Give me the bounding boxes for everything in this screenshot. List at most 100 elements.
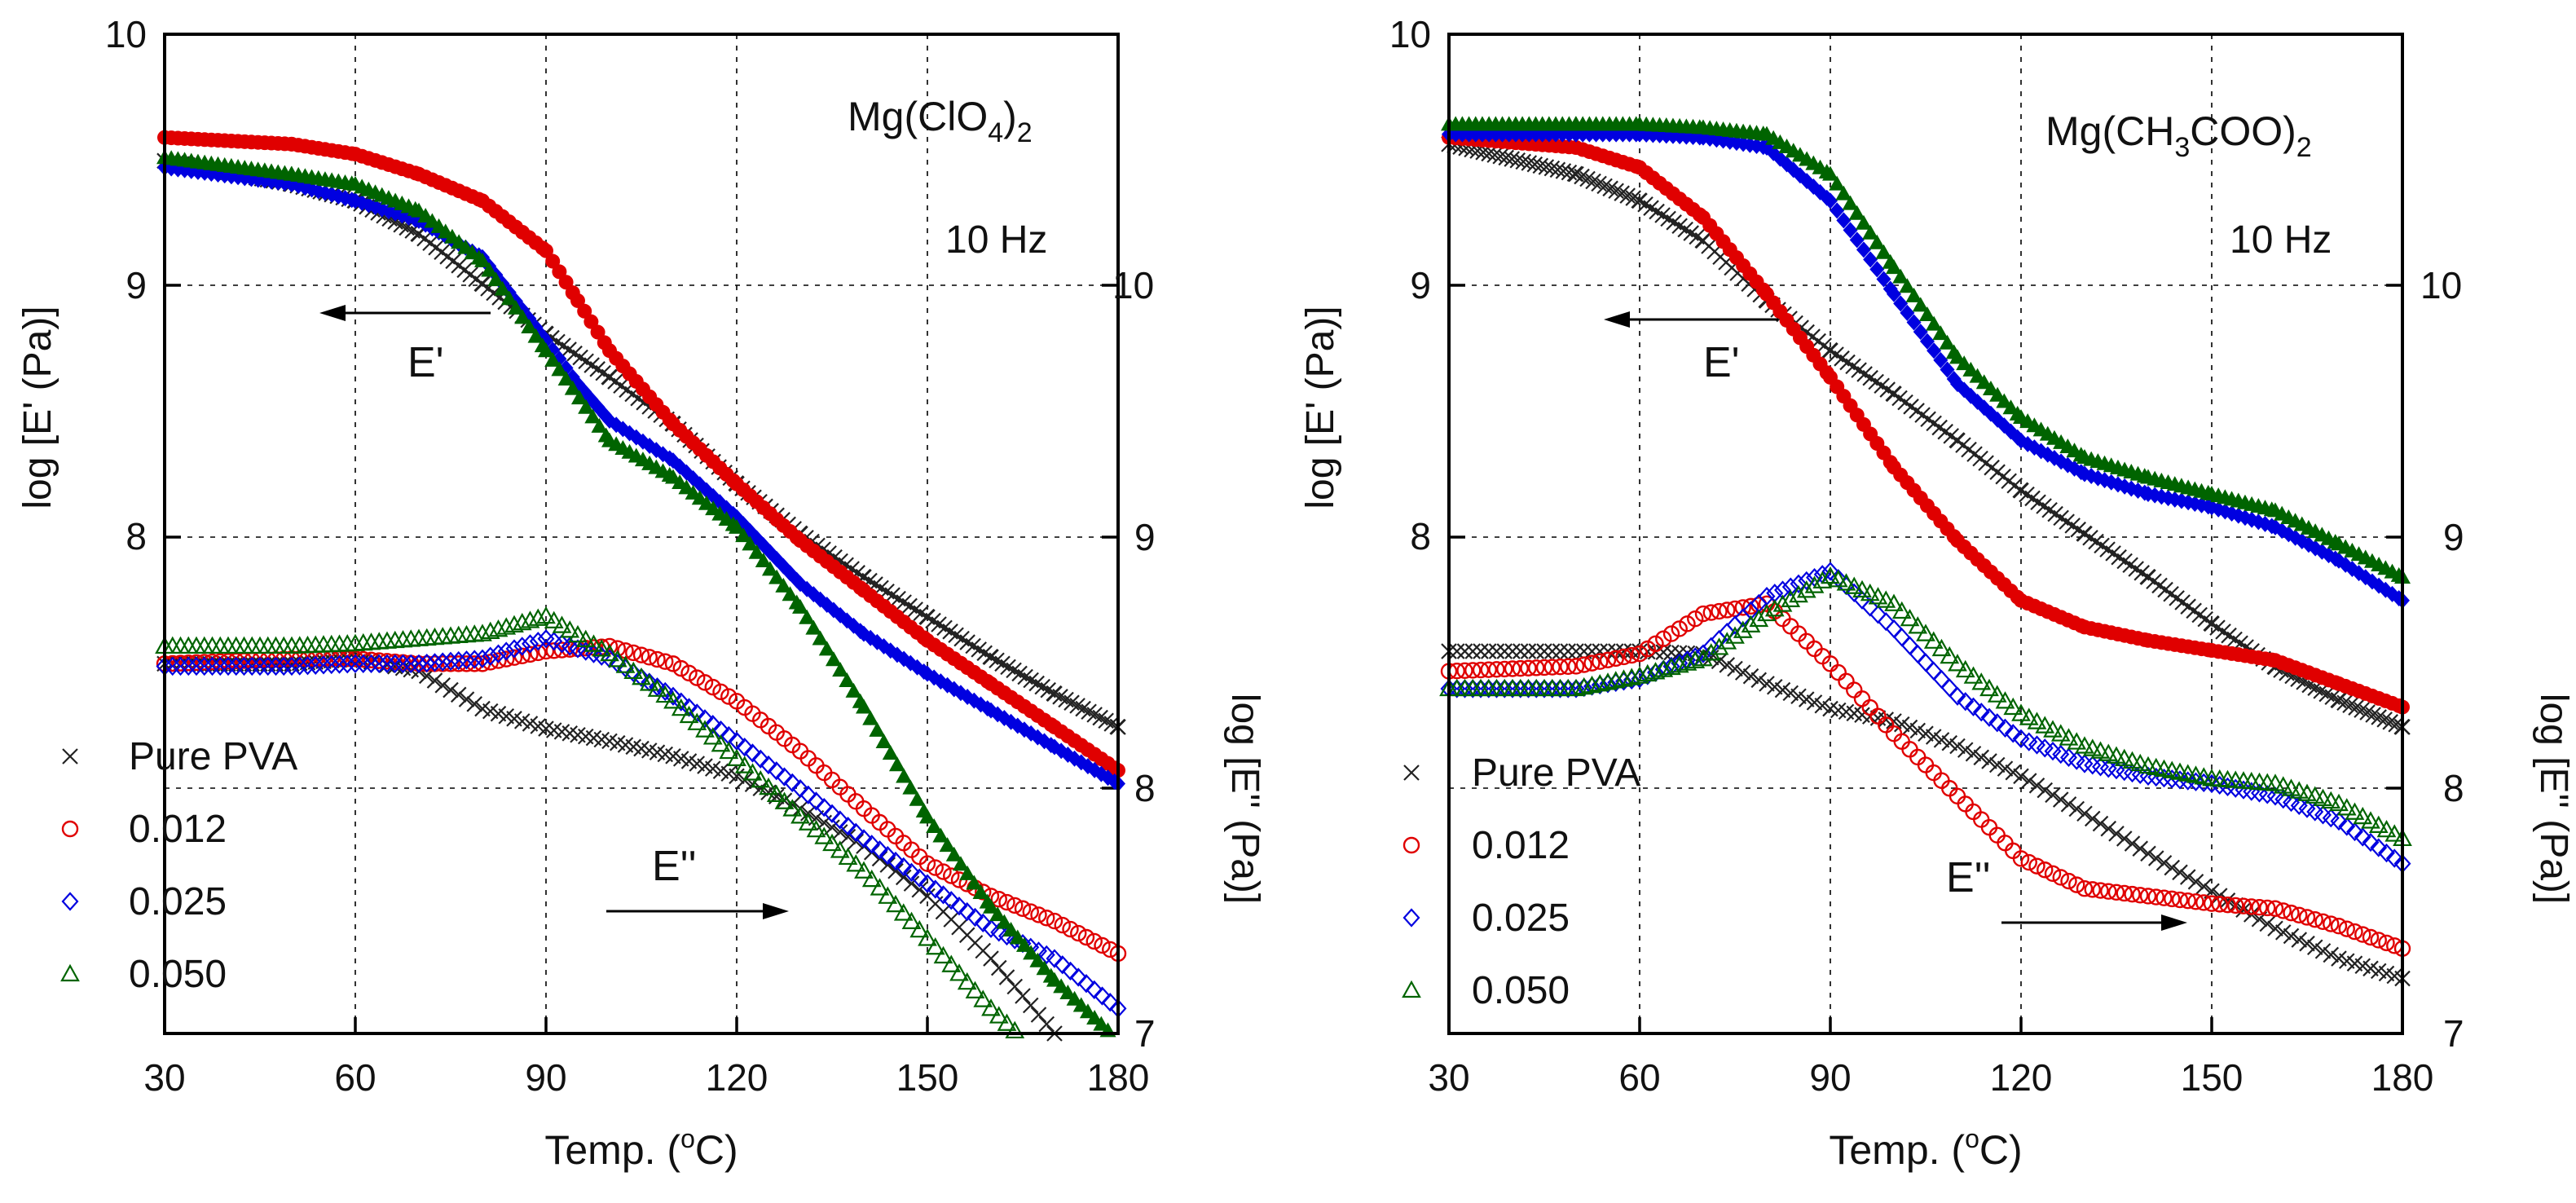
legend-marker-triangle-icon: [1402, 980, 1421, 998]
loss-data-point: [625, 644, 642, 662]
loss-data-point: [982, 919, 1000, 938]
loss-data-point: [371, 652, 388, 669]
loss-data-point: [354, 654, 372, 674]
storage-data-point: [2365, 707, 2381, 723]
storage-data-point: [832, 662, 849, 677]
loss-data-point: [831, 824, 848, 840]
loss-data-point: [1909, 722, 1926, 739]
loss-data-point: [275, 656, 293, 676]
loss-data-point: [2306, 939, 2323, 956]
loss-data-point: [1766, 678, 1783, 695]
right-legend-label-0012: 0.012: [1472, 824, 1570, 867]
loss-data-point: [2384, 824, 2405, 842]
loss-data-point: [363, 651, 380, 668]
loss-data-point: [1615, 643, 1632, 659]
loss-data-point: [2314, 943, 2332, 959]
loss-data-point: [1884, 593, 1904, 611]
storage-data-point: [1939, 334, 1956, 350]
loss-data-point: [950, 897, 968, 916]
loss-data-point: [1456, 662, 1473, 680]
loss-data-point: [1567, 658, 1585, 675]
left-x-tick-label: 120: [706, 1056, 768, 1099]
loss-data-point: [1764, 599, 1785, 617]
left-x-tick-label: 60: [334, 1056, 376, 1099]
loss-data-point: [180, 654, 197, 672]
right-legend-label-0025: 0.025: [1472, 897, 1570, 940]
loss-data-point: [782, 799, 803, 817]
loss-data-point: [734, 756, 755, 773]
legend-marker-circle-icon: [1402, 836, 1420, 854]
right-storage-arrow: [1604, 311, 1778, 328]
loss-data-point: [783, 773, 801, 792]
loss-data-point: [458, 650, 475, 670]
loss-data-point: [1630, 666, 1649, 684]
loss-data-point: [219, 653, 237, 670]
loss-data-point: [394, 654, 412, 674]
loss-data-point: [315, 655, 332, 675]
loss-data-point: [1488, 643, 1505, 659]
loss-data-point: [1512, 659, 1529, 677]
loss-data-point: [1726, 615, 1744, 635]
right-legend: Pure PVA 0.012 0.025 0.050: [1402, 751, 1640, 1012]
loss-data-point: [283, 656, 301, 676]
loss-data-point: [1846, 681, 1863, 698]
loss-data-point: [1568, 643, 1584, 659]
loss-data-point: [895, 857, 913, 877]
storage-data-point: [1009, 929, 1026, 945]
loss-data-point: [1582, 675, 1602, 694]
loss-data-point: [378, 653, 396, 670]
loss-data-point: [370, 654, 388, 674]
loss-data-point: [664, 655, 682, 672]
loss-data-point: [466, 696, 483, 712]
storage-data-point: [578, 399, 595, 414]
loss-data-point: [933, 945, 953, 964]
loss-data-point: [1742, 597, 1759, 615]
loss-data-point: [1022, 997, 1039, 1014]
storage-data-point: [570, 293, 585, 308]
storage-data-point: [538, 342, 554, 358]
loss-data-point: [1750, 672, 1768, 689]
right-legend-label-0050: 0.050: [1472, 969, 1570, 1012]
storage-data-point: [1849, 231, 1865, 249]
loss-data-point: [172, 654, 189, 672]
loss-data-point: [1995, 691, 2015, 709]
loss-data-point: [2164, 890, 2181, 908]
loss-data-point: [687, 712, 707, 730]
loss-data-point: [2267, 920, 2283, 937]
loss-data-point: [1917, 653, 1935, 672]
loss-data-point: [2187, 874, 2204, 890]
loss-data-point: [528, 608, 548, 626]
loss-data-point: [2251, 899, 2268, 916]
loss-data-point: [164, 656, 182, 676]
loss-data-point: [2124, 885, 2141, 903]
loss-data-point: [458, 691, 475, 707]
storage-data-point: [1823, 192, 1838, 209]
loss-data-point: [2043, 720, 2063, 738]
loss-data-point: [1614, 669, 1634, 687]
storage-data-point: [1855, 214, 1872, 230]
loss-data-point: [696, 674, 714, 691]
loss-data-point: [990, 959, 1007, 976]
storage-data-point: [545, 253, 561, 269]
loss-data-point: [623, 661, 644, 680]
loss-data-point: [426, 653, 443, 672]
storage-data-point: [1926, 315, 1943, 331]
loss-data-point: [1077, 974, 1095, 994]
loss-data-point: [983, 950, 999, 967]
loss-data-point: [935, 863, 952, 880]
loss-data-point: [2147, 888, 2164, 906]
storage-data-point: [1886, 259, 1902, 275]
loss-data-point: [306, 655, 324, 675]
loss-data-point: [1598, 672, 1618, 690]
loss-data-point: [957, 972, 977, 990]
storage-data-point: [583, 314, 599, 329]
loss-data-point: [1727, 660, 1743, 677]
loss-data-point: [251, 656, 269, 676]
storage-data-point: [1899, 278, 1916, 293]
storage-data-point: [1614, 185, 1630, 201]
storage-data-point: [1919, 333, 1935, 350]
loss-data-point: [2330, 918, 2348, 935]
left-right-y-tick-label: 7: [1134, 1012, 1156, 1055]
loss-series-purepva: [156, 650, 1063, 1042]
